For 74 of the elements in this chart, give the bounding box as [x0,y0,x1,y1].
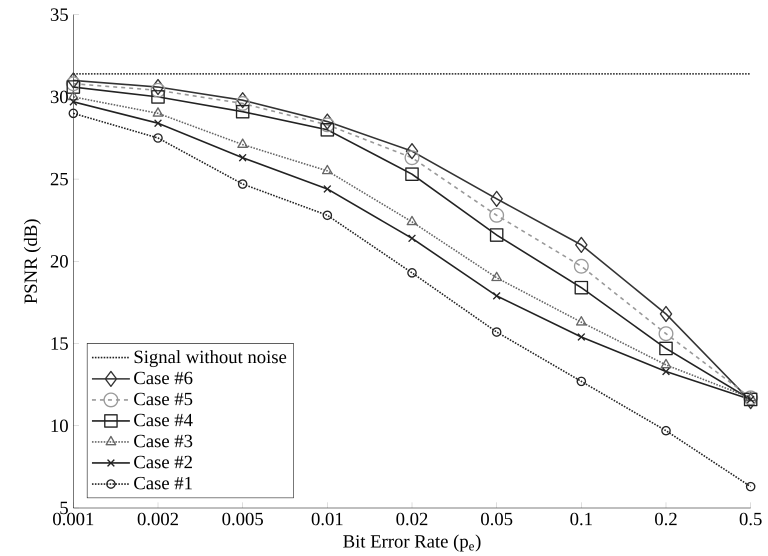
point [490,190,503,208]
point [151,90,165,104]
point [492,327,502,337]
point [406,216,418,226]
point [491,272,502,282]
point [236,104,250,119]
point [746,482,756,492]
x-tick-label: 0.1 [570,512,592,526]
y-axis-title: PSNR (dB) [24,219,41,304]
point [660,306,672,322]
point [660,358,672,368]
point [323,184,332,194]
point [574,280,588,294]
point [322,210,332,220]
point [320,123,334,137]
point [66,80,80,94]
point [575,236,588,254]
x-tick-label: 0.2 [655,512,677,526]
point [237,138,248,148]
y-tick-label: 5 [60,502,68,514]
point [153,133,163,143]
x-tick-label: 0.02 [396,512,428,526]
point [490,228,504,242]
point [66,76,81,92]
point [236,92,249,108]
point [659,342,673,356]
point [407,268,417,278]
legend-label: Case #1 [134,476,192,490]
y-tick-label: 25 [50,172,68,186]
point [662,367,670,376]
y-tick-label: 10 [52,420,68,432]
point [235,96,250,111]
y-tick-label: 30 [50,90,68,104]
point [574,258,589,274]
point [152,78,164,96]
point [152,107,164,117]
legend-label: Case #2 [134,456,192,468]
point [408,234,416,242]
x-axis-title: Bit Error Rate (p$_{e}$) [343,534,480,552]
x-tick-label: 0.005 [222,512,263,526]
point [576,316,587,326]
x-tick-label: 0.5 [740,512,762,526]
point [238,154,247,162]
x-tick-label: 0.05 [481,512,512,526]
x-tick-label: 0.001 [53,512,94,526]
point [576,376,586,386]
point [150,82,166,98]
point [321,113,334,130]
point [661,426,671,436]
point [404,150,420,166]
y-tick-label: 20 [50,255,68,268]
point [320,117,335,132]
point [492,292,501,300]
point [322,164,333,174]
point [238,179,248,189]
point [67,72,80,89]
point [577,332,586,342]
x-tick-label: 0.01 [312,512,343,526]
point [658,326,674,342]
point [406,143,418,160]
point [68,108,78,118]
legend-label: Case #3 [134,434,192,448]
legend-label: Case #4 [134,414,193,426]
point [405,167,419,182]
point [154,119,162,128]
point [69,98,78,106]
legend-label: Signal without noise [134,350,286,368]
point [68,90,79,100]
legend-label: Case #6 [134,372,192,384]
y-tick-label: 15 [52,337,68,350]
legend-label: Case #5 [134,392,192,406]
point [489,208,504,223]
x-tick-label: 0.002 [138,512,178,526]
y-tick-label: 35 [50,8,68,21]
